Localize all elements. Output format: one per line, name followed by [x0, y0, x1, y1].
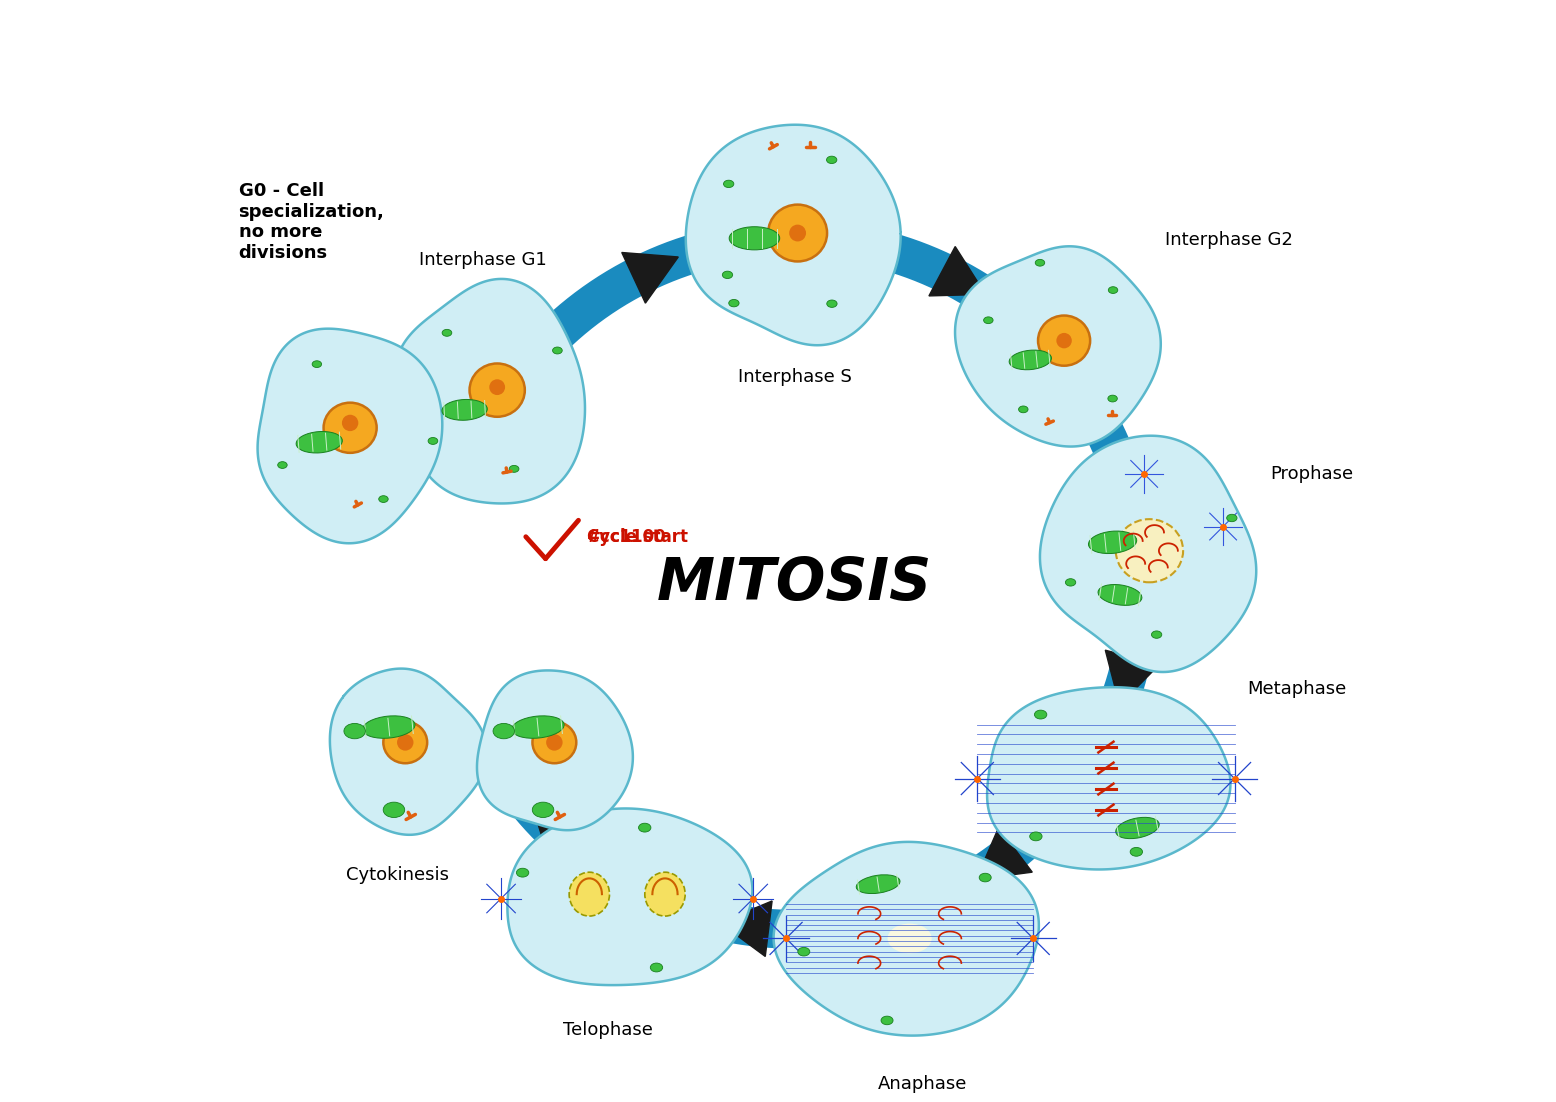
Text: Interphase G1: Interphase G1: [419, 251, 546, 269]
Ellipse shape: [1010, 350, 1052, 370]
Ellipse shape: [1226, 515, 1237, 521]
Ellipse shape: [277, 462, 288, 468]
Text: Cycle start: Cycle start: [587, 528, 688, 545]
Polygon shape: [258, 328, 442, 543]
Polygon shape: [987, 688, 1231, 869]
Polygon shape: [955, 246, 1161, 446]
Polygon shape: [773, 842, 1039, 1036]
Ellipse shape: [342, 414, 358, 431]
Ellipse shape: [1035, 710, 1047, 719]
Ellipse shape: [363, 716, 415, 738]
Ellipse shape: [552, 347, 562, 354]
Ellipse shape: [856, 875, 899, 894]
Polygon shape: [394, 279, 585, 504]
Ellipse shape: [509, 465, 518, 473]
Ellipse shape: [470, 364, 524, 417]
Ellipse shape: [1057, 333, 1072, 348]
Ellipse shape: [728, 300, 739, 306]
Ellipse shape: [1066, 579, 1075, 586]
Ellipse shape: [383, 722, 428, 764]
Polygon shape: [330, 669, 487, 835]
Ellipse shape: [1108, 287, 1117, 293]
Ellipse shape: [1151, 631, 1162, 638]
Ellipse shape: [512, 716, 565, 738]
Text: #cc1100: #cc1100: [587, 528, 668, 545]
Ellipse shape: [313, 360, 322, 368]
Ellipse shape: [1019, 406, 1029, 413]
Ellipse shape: [826, 156, 837, 163]
Ellipse shape: [881, 1016, 893, 1025]
Polygon shape: [478, 670, 633, 830]
Ellipse shape: [1116, 818, 1159, 839]
Ellipse shape: [1108, 396, 1117, 402]
Text: Interphase S: Interphase S: [738, 368, 851, 386]
Ellipse shape: [638, 823, 650, 832]
Text: Anaphase: Anaphase: [878, 1074, 966, 1092]
Ellipse shape: [324, 402, 377, 453]
Polygon shape: [1105, 650, 1159, 705]
Ellipse shape: [1038, 315, 1091, 366]
Ellipse shape: [546, 734, 563, 750]
Ellipse shape: [1035, 259, 1044, 267]
Ellipse shape: [1089, 531, 1137, 553]
Ellipse shape: [489, 379, 506, 395]
Ellipse shape: [428, 437, 437, 444]
Ellipse shape: [983, 317, 993, 324]
Ellipse shape: [532, 802, 554, 818]
Ellipse shape: [493, 723, 515, 738]
Ellipse shape: [789, 225, 806, 241]
Ellipse shape: [397, 734, 414, 750]
Ellipse shape: [569, 872, 610, 916]
Polygon shape: [1039, 435, 1256, 672]
Text: Cytokinesis: Cytokinesis: [345, 866, 450, 884]
Ellipse shape: [722, 271, 733, 279]
Ellipse shape: [442, 329, 451, 336]
Text: Prophase: Prophase: [1271, 465, 1354, 483]
Polygon shape: [686, 125, 901, 345]
Polygon shape: [1088, 441, 1139, 497]
Polygon shape: [507, 809, 753, 985]
Text: G0 - Cell
specialization,
no more
divisions: G0 - Cell specialization, no more divisi…: [238, 182, 384, 262]
Ellipse shape: [887, 923, 932, 953]
Ellipse shape: [1116, 519, 1183, 582]
Polygon shape: [720, 901, 772, 957]
Ellipse shape: [383, 802, 405, 818]
Ellipse shape: [798, 948, 809, 955]
Ellipse shape: [769, 205, 828, 261]
Ellipse shape: [644, 872, 685, 916]
Ellipse shape: [730, 227, 780, 250]
Polygon shape: [535, 814, 590, 868]
Ellipse shape: [378, 496, 387, 503]
Ellipse shape: [979, 873, 991, 882]
Text: Interphase G2: Interphase G2: [1165, 231, 1293, 249]
Text: MITOSIS: MITOSIS: [657, 555, 932, 613]
Ellipse shape: [1130, 847, 1142, 856]
Ellipse shape: [1030, 832, 1043, 841]
Ellipse shape: [826, 300, 837, 307]
Polygon shape: [976, 828, 1032, 879]
Ellipse shape: [442, 399, 487, 420]
Text: Metaphase: Metaphase: [1248, 680, 1346, 698]
Polygon shape: [929, 247, 985, 296]
Polygon shape: [622, 252, 678, 303]
Ellipse shape: [517, 868, 529, 877]
Text: Telophase: Telophase: [563, 1022, 654, 1039]
Ellipse shape: [344, 723, 366, 738]
Ellipse shape: [650, 963, 663, 972]
Ellipse shape: [532, 722, 576, 764]
Ellipse shape: [1099, 584, 1142, 605]
Ellipse shape: [296, 432, 342, 453]
Ellipse shape: [724, 181, 734, 187]
